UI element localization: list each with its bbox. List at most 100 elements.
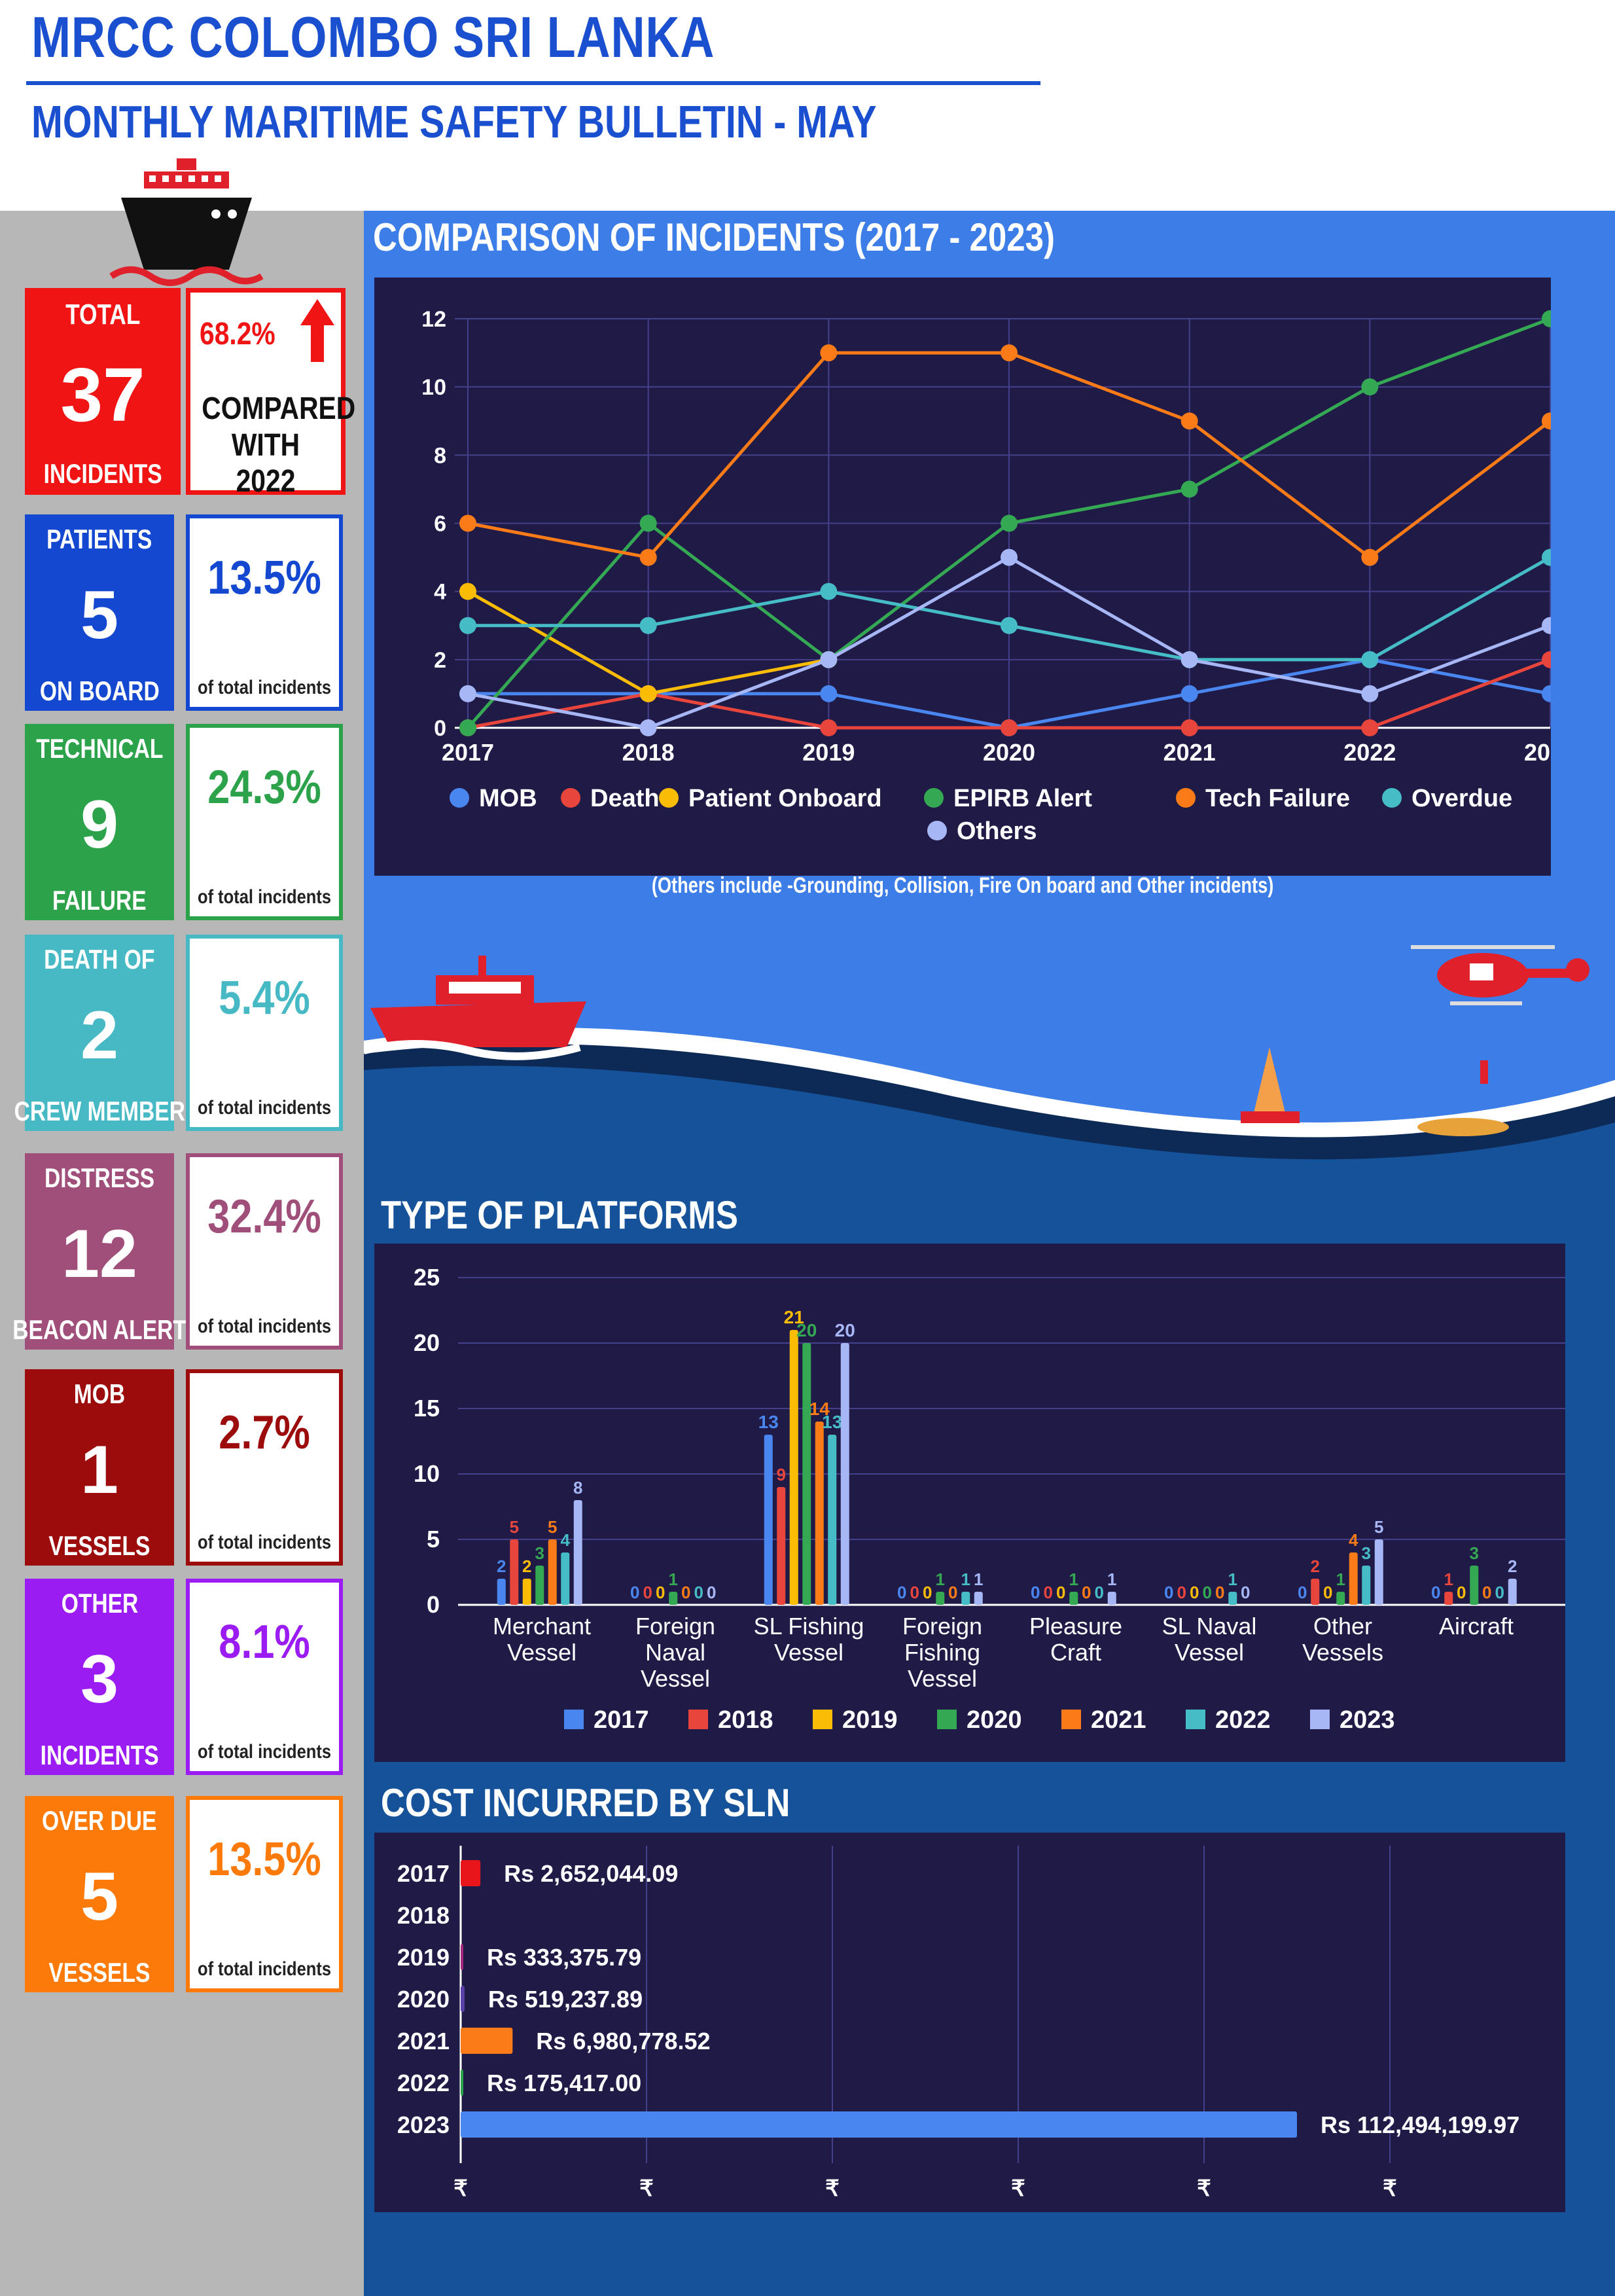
category-label: Vessel bbox=[507, 1639, 577, 1666]
legend-label: 2018 bbox=[718, 1706, 773, 1734]
data-point bbox=[1001, 344, 1018, 362]
bar-value-label: 2 bbox=[1508, 1556, 1517, 1576]
legend-marker bbox=[561, 788, 580, 808]
bar bbox=[1349, 1552, 1358, 1605]
stat-label-bottom: VESSELS bbox=[48, 1957, 151, 1988]
x-tick-label: ₹ bbox=[1011, 2176, 1025, 2201]
data-point bbox=[1361, 685, 1379, 702]
cost-value-label: Rs 519,237.89 bbox=[488, 1986, 643, 2013]
legend-marker bbox=[450, 788, 469, 808]
stat-card-1: TECHNICAL 9 FAILURE bbox=[25, 724, 174, 920]
bar-value-label: 3 bbox=[1470, 1543, 1479, 1563]
category-label: Vessels bbox=[1302, 1639, 1383, 1666]
bar-value-label: 14 bbox=[809, 1399, 830, 1419]
year-label: 2021 bbox=[397, 2028, 450, 2054]
incidents-chart-box: 0 2 4 6 8 10 12 2017 2018 2019 2020 2021 2022 2023 MOB… bbox=[374, 278, 1576, 876]
legend-label: 2020 bbox=[967, 1706, 1022, 1734]
incidents-line-chart: 0 2 4 6 8 10 12 2017 2018 2019 2020 2021 2022 2023 MOB… bbox=[421, 307, 1576, 845]
bar-value-label: 0 bbox=[1095, 1583, 1104, 1602]
cost-value-label: Rs 6,980,778.52 bbox=[536, 2028, 710, 2054]
bar-value-label: 1 bbox=[1336, 1570, 1345, 1589]
change-percent: 68.2% bbox=[200, 317, 275, 351]
bar bbox=[669, 1592, 678, 1605]
stat-percent: 32.4% bbox=[207, 1191, 321, 1243]
y-tick-label: 8 bbox=[434, 443, 446, 468]
buoy-icon bbox=[1241, 1047, 1300, 1123]
bar-value-label: 1 bbox=[961, 1570, 970, 1589]
total-label: TOTAL bbox=[65, 298, 141, 331]
stat-card-6: OVER DUE 5 VESSELS bbox=[25, 1796, 174, 1992]
year-label: 2017 bbox=[397, 1860, 450, 1887]
bar-value-label: 13 bbox=[758, 1412, 779, 1432]
stat-label-top: PATIENTS bbox=[46, 524, 152, 554]
data-point bbox=[1180, 685, 1198, 702]
stat-note: of total incidents bbox=[198, 1097, 331, 1119]
bar-value-label: 1 bbox=[1107, 1570, 1116, 1589]
x-tick-label: ₹ bbox=[1197, 2176, 1211, 2201]
bar-value-label: 3 bbox=[535, 1543, 544, 1563]
platforms-chart-title: TYPE OF PLATFORMS bbox=[381, 1193, 738, 1237]
year-label: 2019 bbox=[397, 1944, 450, 1971]
bar-value-label: 4 bbox=[1349, 1530, 1358, 1550]
total-value: 37 bbox=[60, 352, 145, 437]
data-point bbox=[1001, 617, 1018, 634]
stat-card-0: PATIENTS 5 ON BOARD bbox=[25, 514, 174, 711]
bar-value-label: 0 bbox=[948, 1583, 957, 1602]
platforms-chart-box: 0 5 10 15 20 25 2 5 2 3 5 4 8 Merchant Vessel 0 0 0 1 0 0 0 Fo… bbox=[374, 1244, 1565, 1762]
compare-line-1: COMPARED bbox=[202, 391, 356, 426]
compare-line-2: WITH 2022 bbox=[231, 428, 300, 499]
bar-value-label: 0 bbox=[630, 1583, 639, 1602]
series-overdue bbox=[459, 548, 1559, 668]
arrow-up-icon bbox=[300, 299, 334, 362]
stat-value: 12 bbox=[62, 1215, 137, 1292]
stat-percent-card-4: 2.7% of total incidents bbox=[186, 1369, 343, 1566]
y-tick-label: 15 bbox=[414, 1395, 440, 1422]
stat-percent-card-6: 13.5% of total incidents bbox=[186, 1796, 343, 1992]
stat-note: of total incidents bbox=[198, 677, 331, 698]
stat-card-3: DISTRESS 12 BEACON ALERT bbox=[12, 1153, 186, 1350]
data-point bbox=[1542, 685, 1559, 702]
bar bbox=[764, 1435, 773, 1605]
total-comparison-card: 68.2% COMPARED WITH 2022 bbox=[186, 288, 356, 499]
legend-marker bbox=[659, 788, 679, 808]
bar bbox=[522, 1579, 531, 1605]
category-label: Naval bbox=[645, 1639, 705, 1666]
bar-value-label: 0 bbox=[1164, 1583, 1173, 1602]
data-point bbox=[459, 617, 476, 634]
category-label: Merchant bbox=[493, 1613, 591, 1640]
helicopter-icon bbox=[1411, 945, 1589, 1005]
legend-marker bbox=[1186, 1710, 1205, 1729]
bar-value-label: 0 bbox=[1241, 1583, 1250, 1602]
cost-chart-box: ₹ ₹ ₹ ₹ ₹ ₹2017 Rs 2,652,044.09 2018 2019 Rs 333,… bbox=[374, 1833, 1565, 2212]
data-point bbox=[1180, 480, 1198, 498]
data-point bbox=[1542, 617, 1559, 634]
bar-value-label: 3 bbox=[1362, 1543, 1371, 1563]
legend-marker bbox=[1061, 1710, 1081, 1729]
bar bbox=[961, 1592, 970, 1605]
ship-icon bbox=[109, 158, 264, 286]
cost-bar bbox=[461, 2028, 513, 2054]
bar-value-label: 1 bbox=[974, 1570, 983, 1589]
data-point bbox=[820, 344, 838, 362]
total-incidents-label: INCIDENTS bbox=[43, 458, 162, 489]
bar bbox=[1107, 1592, 1116, 1605]
stat-card-4: MOB 1 VESSELS bbox=[25, 1369, 174, 1566]
bar-value-label: 0 bbox=[656, 1583, 665, 1602]
bar-value-label: 5 bbox=[510, 1517, 519, 1537]
bar-value-label: 0 bbox=[694, 1583, 703, 1602]
stat-value: 5 bbox=[80, 1858, 118, 1935]
bar-value-label: 13 bbox=[822, 1412, 842, 1432]
bar-value-label: 0 bbox=[1056, 1583, 1065, 1602]
bar-value-label: 5 bbox=[1374, 1517, 1383, 1537]
stat-value: 5 bbox=[80, 577, 118, 653]
stat-label-bottom: BEACON ALERT bbox=[12, 1314, 186, 1345]
stat-label-bottom: VESSELS bbox=[48, 1530, 151, 1561]
year-label: 2018 bbox=[397, 1902, 450, 1929]
x-tick-label: 2018 bbox=[622, 739, 675, 766]
category-label: Vessel bbox=[641, 1665, 710, 1692]
cost-bar bbox=[461, 1944, 463, 1970]
legend-label: Patient Onboard bbox=[688, 785, 882, 812]
bar-value-label: 0 bbox=[707, 1583, 716, 1602]
legend-label: EPIRB Alert bbox=[953, 785, 1092, 812]
